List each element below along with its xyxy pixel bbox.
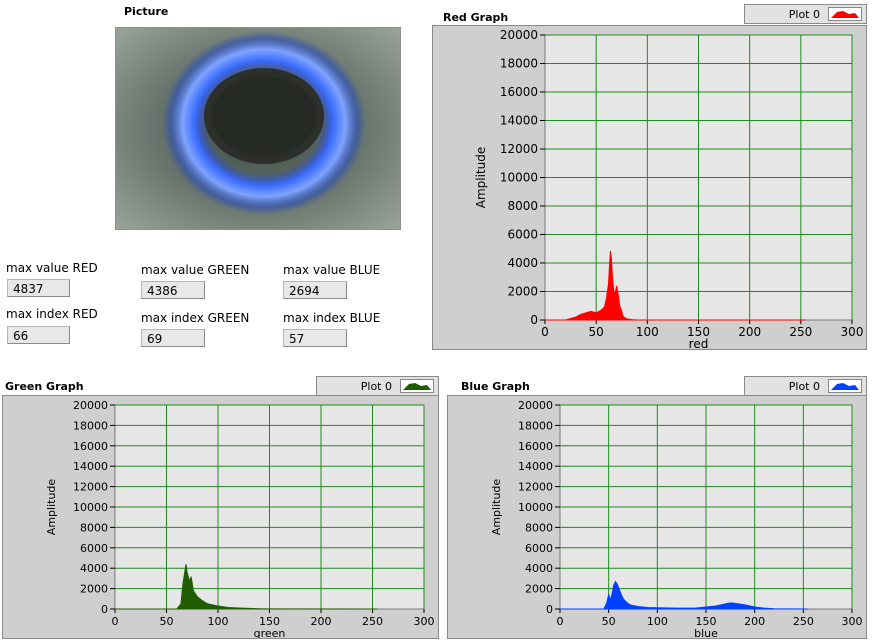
x-tick-label: 200 xyxy=(311,615,332,628)
y-tick-label: 2000 xyxy=(507,285,538,299)
x-tick-label: 250 xyxy=(793,615,814,628)
picture-display xyxy=(115,27,401,230)
y-tick-label: 4000 xyxy=(525,562,553,575)
max-index-blue-label: max index BLUE xyxy=(283,311,381,325)
red-legend-label: Plot 0 xyxy=(788,7,820,21)
blue-legend-swatch-icon xyxy=(828,379,862,393)
x-tick-label: 100 xyxy=(208,615,229,628)
y-tick-label: 12000 xyxy=(73,481,108,494)
y-tick-label: 10000 xyxy=(518,501,553,514)
y-tick-label: 12000 xyxy=(518,481,553,494)
max-value-green-label: max value GREEN xyxy=(141,263,250,277)
blue-graph-chart[interactable]: 0200040006000800010000120001400016000180… xyxy=(448,396,866,640)
y-axis-label: Amplitude xyxy=(490,479,503,536)
y-tick-label: 2000 xyxy=(80,583,108,596)
blue-graph-title: Blue Graph xyxy=(461,380,530,393)
x-axis-label: blue xyxy=(694,627,718,638)
y-axis-label: Amplitude xyxy=(45,479,58,536)
y-tick-label: 20000 xyxy=(500,28,538,42)
y-tick-label: 14000 xyxy=(518,460,553,473)
y-tick-label: 10000 xyxy=(73,501,108,514)
x-tick-label: 100 xyxy=(647,615,668,628)
green-graph-title: Green Graph xyxy=(5,380,84,393)
y-axis-label: Amplitude xyxy=(474,147,488,209)
y-tick-label: 20000 xyxy=(73,399,108,412)
y-tick-label: 6000 xyxy=(507,228,538,242)
x-tick-label: 300 xyxy=(414,615,435,628)
y-tick-label: 6000 xyxy=(525,542,553,555)
x-tick-label: 0 xyxy=(112,615,119,628)
green-legend-swatch-icon xyxy=(400,379,434,393)
y-tick-label: 14000 xyxy=(500,114,538,128)
y-tick-label: 20000 xyxy=(518,399,553,412)
x-tick-label: 200 xyxy=(738,325,761,339)
picture-label: Picture xyxy=(124,5,169,18)
flame-image xyxy=(116,28,400,229)
blue-graph-panel: 0 2000 4000 6000 8000 10000 12000 14000 16000 180… xyxy=(447,395,867,640)
x-tick-label: 50 xyxy=(602,615,616,628)
x-axis-label: green xyxy=(254,627,286,638)
x-tick-label: 50 xyxy=(160,615,174,628)
max-value-green-indicator: 4386 xyxy=(141,281,205,299)
y-tick-label: 8000 xyxy=(525,521,553,534)
y-tick-label: 4000 xyxy=(507,256,538,270)
x-tick-label: 0 xyxy=(541,325,549,339)
x-tick-label: 250 xyxy=(789,325,812,339)
max-index-blue-indicator: 57 xyxy=(283,329,347,347)
y-tick-label: 14000 xyxy=(73,460,108,473)
histogram-series xyxy=(545,251,806,321)
max-value-blue-label: max value BLUE xyxy=(283,263,381,277)
y-tick-label: 0 xyxy=(530,313,538,327)
y-tick-label: 0 xyxy=(546,603,553,616)
x-tick-label: 150 xyxy=(696,615,717,628)
y-tick-label: 16000 xyxy=(500,85,538,99)
x-tick-label: 250 xyxy=(362,615,383,628)
y-tick-label: 16000 xyxy=(518,440,553,453)
red-legend-swatch-icon xyxy=(828,7,862,21)
x-tick-label: 300 xyxy=(842,615,863,628)
histogram-series xyxy=(560,580,809,610)
x-tick-label: 50 xyxy=(589,325,604,339)
green-graph-panel: 0 2000 4000 6000 8000 10000 12000 14000 16000 180… xyxy=(2,395,439,640)
x-axis-label: red xyxy=(689,337,709,349)
y-tick-label: 2000 xyxy=(525,583,553,596)
y-tick-label: 4000 xyxy=(80,562,108,575)
max-index-red-indicator: 66 xyxy=(7,326,70,344)
y-tick-label: 18000 xyxy=(500,57,538,71)
y-tick-label: 8000 xyxy=(80,521,108,534)
red-plot-legend[interactable]: Plot 0 xyxy=(744,4,867,24)
y-tick-label: 8000 xyxy=(507,199,538,213)
max-index-red-label: max index RED xyxy=(6,307,98,321)
y-tick-label: 6000 xyxy=(80,542,108,555)
max-value-red-indicator: 4837 xyxy=(7,279,70,297)
green-graph-chart[interactable]: 0200040006000800010000120001400016000180… xyxy=(3,396,438,640)
x-tick-label: 0 xyxy=(557,615,564,628)
green-legend-label: Plot 0 xyxy=(360,379,392,393)
blue-legend-label: Plot 0 xyxy=(788,379,820,393)
max-value-blue-indicator: 2694 xyxy=(283,281,347,299)
x-tick-label: 100 xyxy=(636,325,659,339)
y-tick-label: 10000 xyxy=(500,171,538,185)
max-value-red-label: max value RED xyxy=(6,261,98,275)
x-tick-label: 150 xyxy=(687,325,710,339)
x-tick-label: 150 xyxy=(259,615,280,628)
y-tick-label: 0 xyxy=(101,603,108,616)
y-tick-label: 18000 xyxy=(73,419,108,432)
red-graph-title: Red Graph xyxy=(443,11,509,24)
histogram-series xyxy=(115,564,378,610)
green-plot-legend[interactable]: Plot 0 xyxy=(316,376,439,396)
red-graph-panel: 0 2000 4000 6000 8000 10000 12000 14000 16000 180… xyxy=(432,25,867,351)
red-graph-chart[interactable]: 0200040006000800010000120001400016000180… xyxy=(433,26,866,351)
max-index-green-indicator: 69 xyxy=(141,329,205,347)
y-tick-label: 16000 xyxy=(73,440,108,453)
max-index-green-label: max index GREEN xyxy=(141,311,250,325)
x-tick-label: 200 xyxy=(744,615,765,628)
x-tick-label: 300 xyxy=(841,325,864,339)
blue-plot-legend[interactable]: Plot 0 xyxy=(744,376,867,396)
y-tick-label: 18000 xyxy=(518,419,553,432)
y-tick-label: 12000 xyxy=(500,142,538,156)
